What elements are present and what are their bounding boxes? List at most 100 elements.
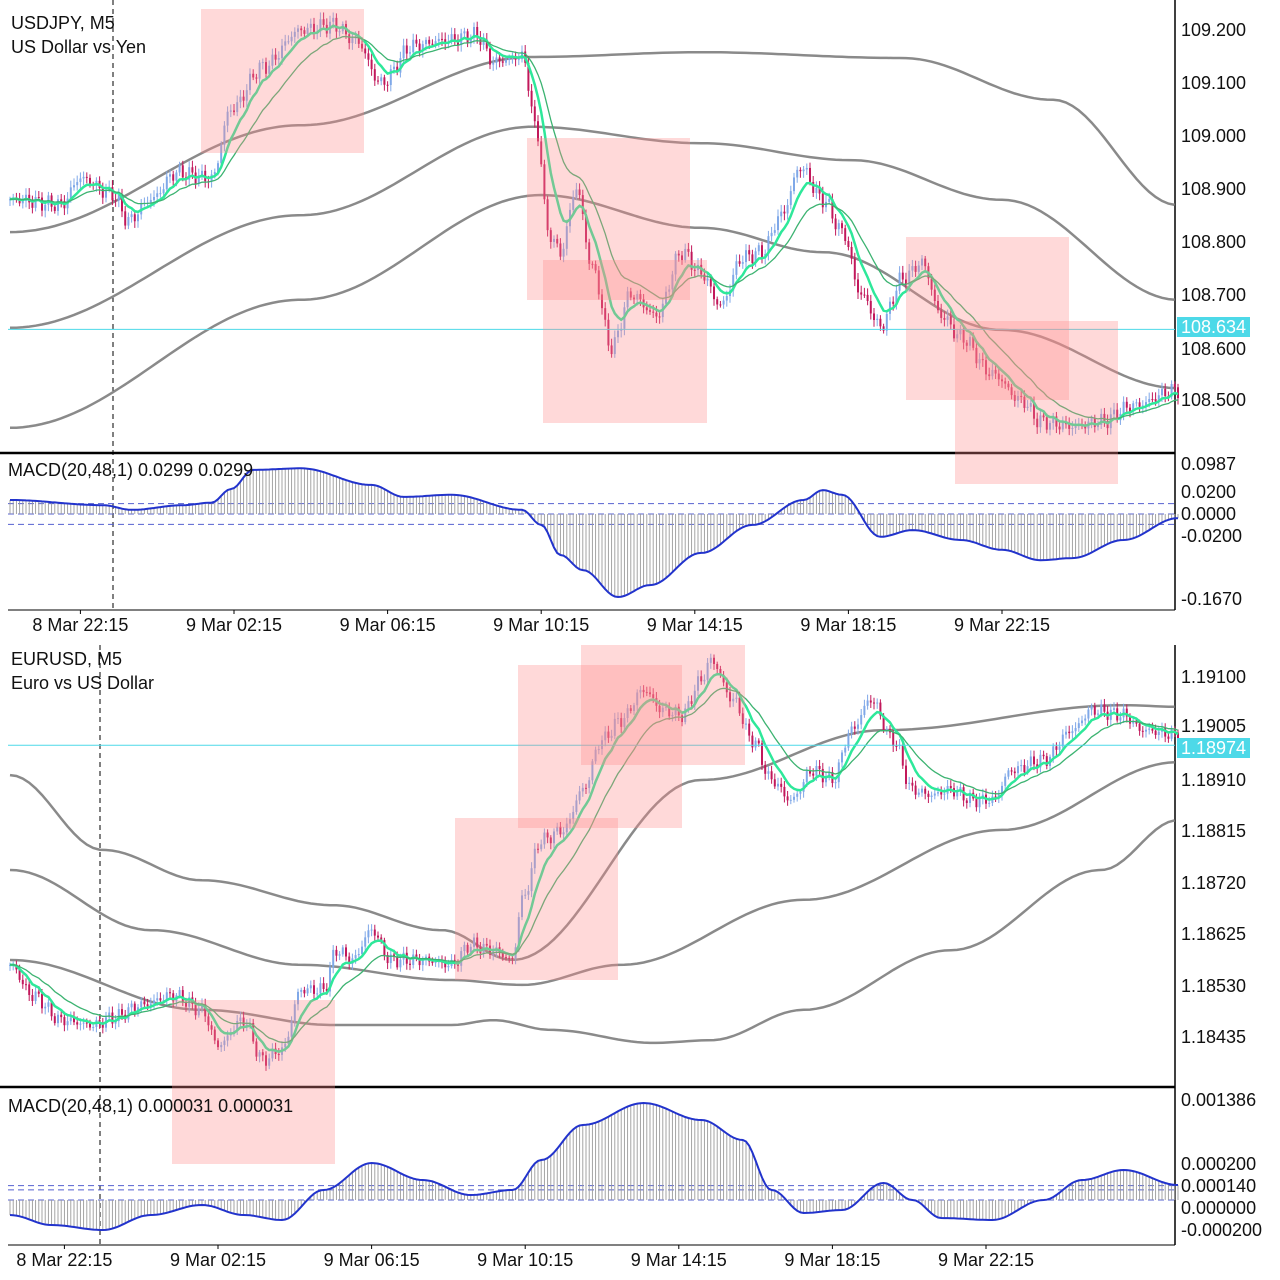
candle-body [399,959,402,968]
candle-body [268,65,271,74]
candle-body [962,329,965,343]
candle-body [226,111,229,126]
candle-body [674,706,677,715]
candle-body [633,705,635,711]
candle-body [233,110,235,113]
candle-body [415,39,418,44]
macd-axis-label: 0.000000 [1181,1198,1257,1219]
candle-body [761,245,763,258]
candle-body [31,202,34,208]
candle-body [866,294,869,301]
zone-rectangle[interactable] [527,138,690,300]
candle-body [335,17,338,32]
candle-body [873,313,875,321]
candle-body [921,788,923,793]
candle-body [1125,708,1128,717]
candle-body [783,786,786,797]
candle-body [761,743,763,765]
zone-rectangle[interactable] [543,260,707,423]
candle-body [76,1022,79,1025]
price-axis-label: 108.500 [1181,390,1247,411]
candle-body [309,985,312,989]
candle-body [639,689,642,693]
candle-body [658,316,661,318]
candle-body [562,248,565,257]
candle-body [101,1022,104,1028]
candle-body [1157,731,1160,735]
candle-body [421,959,424,966]
candle-body [671,714,674,717]
candle-body [533,848,536,869]
candle-body [895,290,898,304]
candle-body [879,318,882,327]
candle-body [911,266,914,271]
candle-body [540,141,543,165]
candle-body [191,167,194,173]
moving-average-line [9,703,1175,962]
candle-body [610,345,613,355]
candle-body [703,679,706,682]
candle-body [79,1023,82,1025]
candle-body [466,944,469,953]
candle-body [623,717,626,727]
time-axis-label: 9 Mar 02:15 [169,1250,267,1270]
candle-body [1148,399,1151,403]
zone-rectangle[interactable] [581,645,745,765]
candle-body [9,199,11,201]
candle-body [1017,766,1019,774]
candle-body [290,36,293,42]
price-axis-label: 1.18720 [1181,872,1247,893]
candle-body [668,706,671,717]
candle-body [1068,424,1071,429]
candle-body [201,170,203,176]
candle-body [543,164,546,200]
zone-rectangle[interactable] [955,321,1118,484]
candle-body [431,43,434,45]
zone-rectangle[interactable] [455,818,618,980]
candle-body [300,989,303,992]
candle-body [911,782,914,786]
candle-body [124,211,127,226]
candle-body [473,26,475,38]
candle-body [677,253,680,256]
candle-body [521,895,523,918]
candle-body [959,329,962,335]
symbol-title: USDJPY, M5 [11,13,115,33]
candle-body [741,713,744,724]
zone-rectangle[interactable] [906,237,1069,400]
candle-body [354,955,357,959]
candle-body [31,995,34,1001]
candle-body [693,269,696,271]
candle-body [533,106,536,122]
candle-body [130,1003,133,1008]
candle-body [1084,425,1087,429]
candle-body [969,792,971,803]
candle-body [975,347,978,364]
candle-body [213,172,216,175]
zone-rectangle[interactable] [518,665,682,828]
candle-body [370,59,373,70]
candle-body [559,826,562,835]
candle-body [681,715,683,723]
candle-body [322,19,325,25]
candle-body [469,37,472,44]
candle-body [588,780,591,788]
candle-body [415,954,418,959]
candle-body [975,798,978,808]
candle-body [1090,418,1093,422]
candle-body [1138,402,1141,407]
zone-rectangle[interactable] [172,1000,335,1164]
candle-body [1151,728,1154,731]
candle-body [380,77,383,82]
candle-body [444,39,447,44]
candle-body [732,274,735,291]
candle-body [367,53,370,60]
candle-body [373,69,376,81]
candle-body [633,297,635,300]
candle-body [553,831,555,844]
zone-rectangle[interactable] [201,9,364,153]
candle-body [271,1048,274,1059]
candle-body [716,663,719,669]
candle-body [565,226,568,249]
